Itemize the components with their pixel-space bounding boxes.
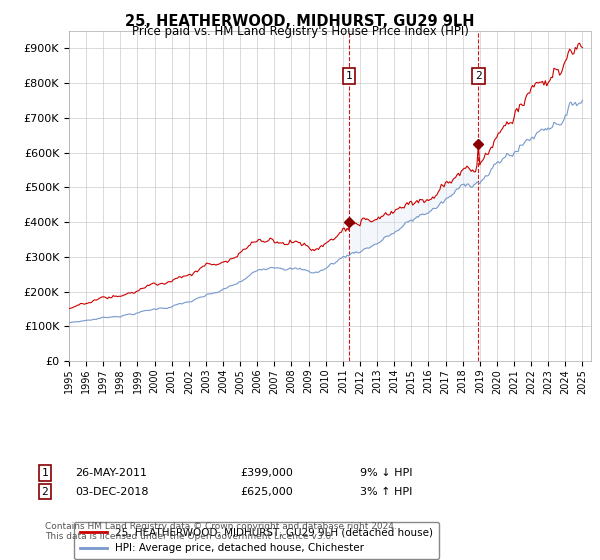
- Text: 3% ↑ HPI: 3% ↑ HPI: [360, 487, 412, 497]
- Text: £399,000: £399,000: [240, 468, 293, 478]
- Text: 26-MAY-2011: 26-MAY-2011: [75, 468, 147, 478]
- Text: 03-DEC-2018: 03-DEC-2018: [75, 487, 149, 497]
- Text: 25, HEATHERWOOD, MIDHURST, GU29 9LH: 25, HEATHERWOOD, MIDHURST, GU29 9LH: [125, 14, 475, 29]
- Text: 1: 1: [346, 71, 353, 81]
- Legend: 25, HEATHERWOOD, MIDHURST, GU29 9LH (detached house), HPI: Average price, detach: 25, HEATHERWOOD, MIDHURST, GU29 9LH (det…: [74, 522, 439, 559]
- Text: 2: 2: [41, 487, 49, 497]
- Text: 2: 2: [475, 71, 482, 81]
- Text: 9% ↓ HPI: 9% ↓ HPI: [360, 468, 413, 478]
- Text: £625,000: £625,000: [240, 487, 293, 497]
- Text: 1: 1: [41, 468, 49, 478]
- Text: Price paid vs. HM Land Registry's House Price Index (HPI): Price paid vs. HM Land Registry's House …: [131, 25, 469, 38]
- Text: Contains HM Land Registry data © Crown copyright and database right 2024.
This d: Contains HM Land Registry data © Crown c…: [45, 522, 397, 542]
